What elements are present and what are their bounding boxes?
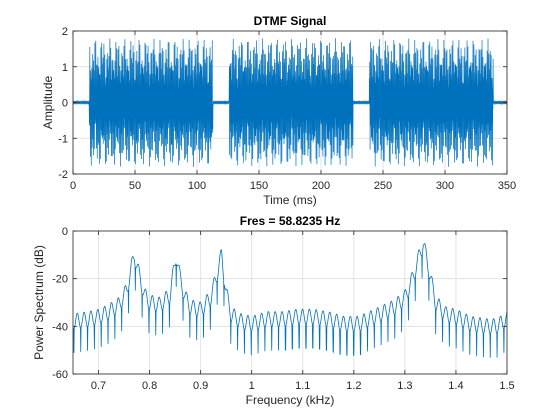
signal-ytick-label: -1 [58, 133, 68, 145]
signal-xtick-label: 0 [70, 180, 76, 192]
spectrum-ytick-label: -40 [52, 321, 68, 333]
spectrum-xtick-label: 1.3 [397, 380, 412, 392]
signal-ytick-label: 1 [62, 62, 68, 74]
signal-xtick-label: 200 [312, 180, 330, 192]
signal-ytick-label: 2 [62, 26, 68, 38]
spectrum-xtick-label: 0.7 [91, 380, 106, 392]
spectrum-ytick-label: -60 [52, 369, 68, 381]
signal-series-group [73, 38, 507, 167]
spectrum-ytick-label: 0 [62, 226, 68, 238]
spectrum-axes: 0.7 0.8 0.9 1 1.1 1.2 1.3 1.4 1.5 -60 -40 -20 0 Fres … [32, 214, 515, 407]
spectrum-series-group [73, 243, 507, 358]
signal-title: DTMF Signal [254, 14, 327, 28]
signal-xtick-label: 300 [436, 180, 454, 192]
signal-ytick-label: 0 [62, 98, 68, 110]
spectrum-ylabel: Power Spectrum (dB) [32, 245, 46, 360]
spectrum-axes-box [72, 230, 508, 375]
signal-xtick-label: 250 [374, 180, 392, 192]
signal-xtick-label: 50 [129, 180, 141, 192]
signal-ylabel: Amplitude [41, 76, 55, 130]
spectrum-xtick-label: 0.8 [142, 380, 157, 392]
spectrum-xtick-label: 1.1 [295, 380, 310, 392]
signal-ytick-label: -2 [58, 169, 68, 181]
signal-axes: 0 50 100 150 200 250 300 350 -2 -1 0 1 2 DTMF Signal T… [41, 14, 516, 207]
spectrum-title: Fres = 58.8235 Hz [240, 214, 340, 228]
spectrum-xtick-label: 1.2 [346, 380, 361, 392]
signal-xtick-label: 100 [188, 180, 206, 192]
signal-xtick-label: 150 [250, 180, 268, 192]
spectrum-ytick-label: -20 [52, 274, 68, 286]
spectrum-plot-area [73, 231, 507, 374]
spectrum-xlabel: Frequency (kHz) [246, 393, 335, 407]
spectrum-xtick-label: 0.9 [193, 380, 208, 392]
signal-xlabel: Time (ms) [263, 193, 317, 207]
signal-series-line [73, 38, 507, 167]
spectrum-xtick-label: 1.4 [448, 380, 463, 392]
spectrum-series-line [73, 243, 507, 358]
spectrum-xtick-label: 1.5 [499, 380, 514, 392]
signal-xtick-label: 350 [498, 180, 516, 192]
spectrum-xtick-label: 1 [249, 380, 255, 392]
